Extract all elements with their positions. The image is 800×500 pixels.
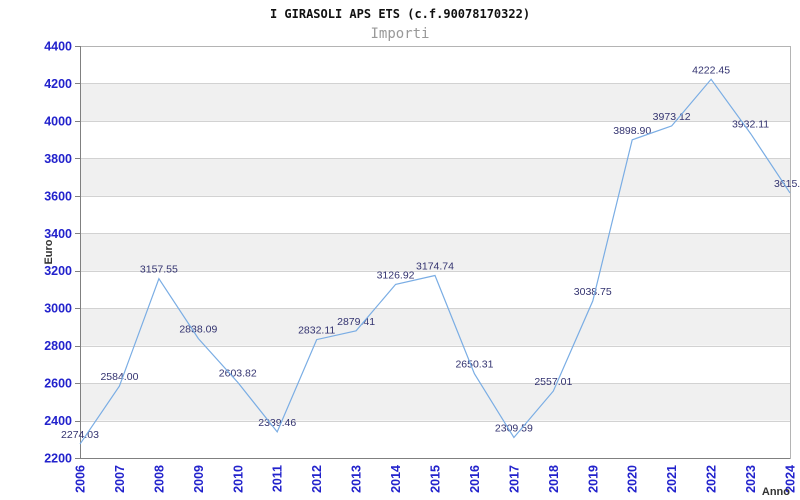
x-tick-label: 2006 — [74, 465, 88, 493]
data-point-label: 2838.09 — [179, 324, 217, 336]
x-tick-label: 2024 — [784, 465, 798, 493]
x-tick-label: 2018 — [547, 465, 561, 493]
data-point-label: 3126.92 — [377, 269, 415, 281]
y-tick-label: 2200 — [44, 452, 72, 466]
y-tick-label: 3400 — [44, 227, 72, 241]
x-tick-label: 2013 — [350, 465, 364, 493]
alt-band — [80, 83, 790, 121]
data-point-label: 2339.46 — [258, 417, 296, 429]
alt-band — [80, 158, 790, 196]
data-point-label: 4222.45 — [692, 64, 730, 76]
data-point-label: 3038.75 — [574, 286, 612, 298]
chart-subtitle: Importi — [370, 26, 430, 42]
data-point-label: 3615.7 — [774, 178, 800, 190]
y-tick-label: 2400 — [44, 414, 72, 428]
y-tick-label: 3000 — [44, 302, 72, 316]
data-point-label: 2832.11 — [298, 325, 335, 337]
alt-band — [80, 233, 790, 271]
y-tick-label: 4400 — [44, 40, 72, 54]
x-tick-label: 2015 — [429, 465, 443, 493]
x-tick-label: 2019 — [586, 465, 600, 493]
y-tick-label: 3600 — [44, 189, 72, 203]
data-point-label: 2650.31 — [455, 359, 493, 371]
alt-band — [80, 383, 790, 421]
y-tick-label: 3800 — [44, 152, 72, 166]
x-tick-label: 2008 — [152, 465, 166, 493]
x-tick-label: 2011 — [271, 465, 285, 492]
data-point-label: 3973.12 — [653, 111, 691, 123]
data-point-label: 2879.41 — [337, 316, 375, 328]
data-point-label: 2557.01 — [534, 376, 572, 388]
y-tick-label: 2800 — [44, 339, 72, 353]
data-point-label: 2309.59 — [495, 422, 533, 434]
x-tick-label: 2014 — [389, 465, 403, 493]
data-point-label: 3157.55 — [140, 264, 178, 276]
x-tick-label: 2007 — [113, 465, 127, 493]
data-point-label: 2274.03 — [61, 429, 99, 441]
y-axis-title: Euro — [43, 239, 55, 264]
x-tick-label: 2017 — [507, 465, 521, 493]
chart-title: I GIRASOLI APS ETS (c.f.90078170322) — [269, 7, 531, 21]
series-line — [79, 78, 791, 445]
x-tick-label: 2012 — [310, 465, 324, 493]
x-tick-label: 2010 — [231, 465, 245, 493]
data-point-label: 2584.00 — [100, 371, 138, 383]
x-tick-label: 2022 — [705, 465, 719, 493]
y-tick-label: 3200 — [44, 264, 72, 278]
x-axis-title: Anno — [762, 486, 790, 498]
data-point-label: 3898.90 — [613, 125, 651, 137]
x-tick-label: 2016 — [468, 465, 482, 493]
data-point-label: 3932.11 — [732, 119, 769, 131]
data-point-label: 3174.74 — [416, 260, 454, 272]
y-tick-label: 4000 — [44, 114, 72, 128]
x-tick-label: 2009 — [192, 465, 206, 493]
y-tick-label: 4200 — [44, 77, 72, 91]
x-tick-label: 2020 — [626, 465, 640, 493]
x-tick-label: 2023 — [744, 465, 758, 493]
y-tick-label: 2600 — [44, 377, 72, 391]
data-point-label: 2603.82 — [219, 367, 257, 379]
x-tick-label: 2021 — [665, 465, 679, 493]
